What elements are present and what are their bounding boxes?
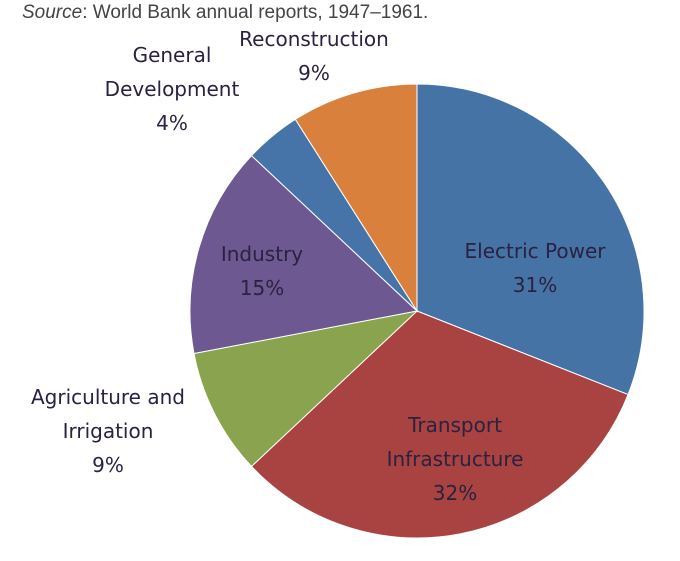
slice-label-2: Agriculture and Irrigation 9%	[31, 385, 185, 477]
pie-slices	[189, 83, 645, 539]
source-note: Source: World Bank annual reports, 1947–…	[22, 2, 428, 24]
pie-slice-2	[193, 310, 419, 468]
slice-label-5: Reconstruction 9%	[239, 27, 389, 85]
pie-slice-3	[189, 154, 419, 355]
source-text: : World Bank annual reports, 1947–1961.	[82, 2, 429, 23]
pie-slice-1	[250, 310, 629, 539]
slice-label-3: Industry 15%	[221, 242, 303, 300]
source-label: Source	[22, 2, 83, 23]
slice-label-1: Transport Infrastructure 32%	[387, 413, 524, 505]
pie-slice-5	[294, 83, 418, 313]
pie-slice-0	[416, 83, 645, 396]
slice-label-4: General Development 4%	[105, 43, 240, 135]
pie-labels: Electric Power 31% Transport Infrastructure…	[31, 27, 606, 505]
slice-label-0: Electric Power 31%	[465, 239, 607, 297]
